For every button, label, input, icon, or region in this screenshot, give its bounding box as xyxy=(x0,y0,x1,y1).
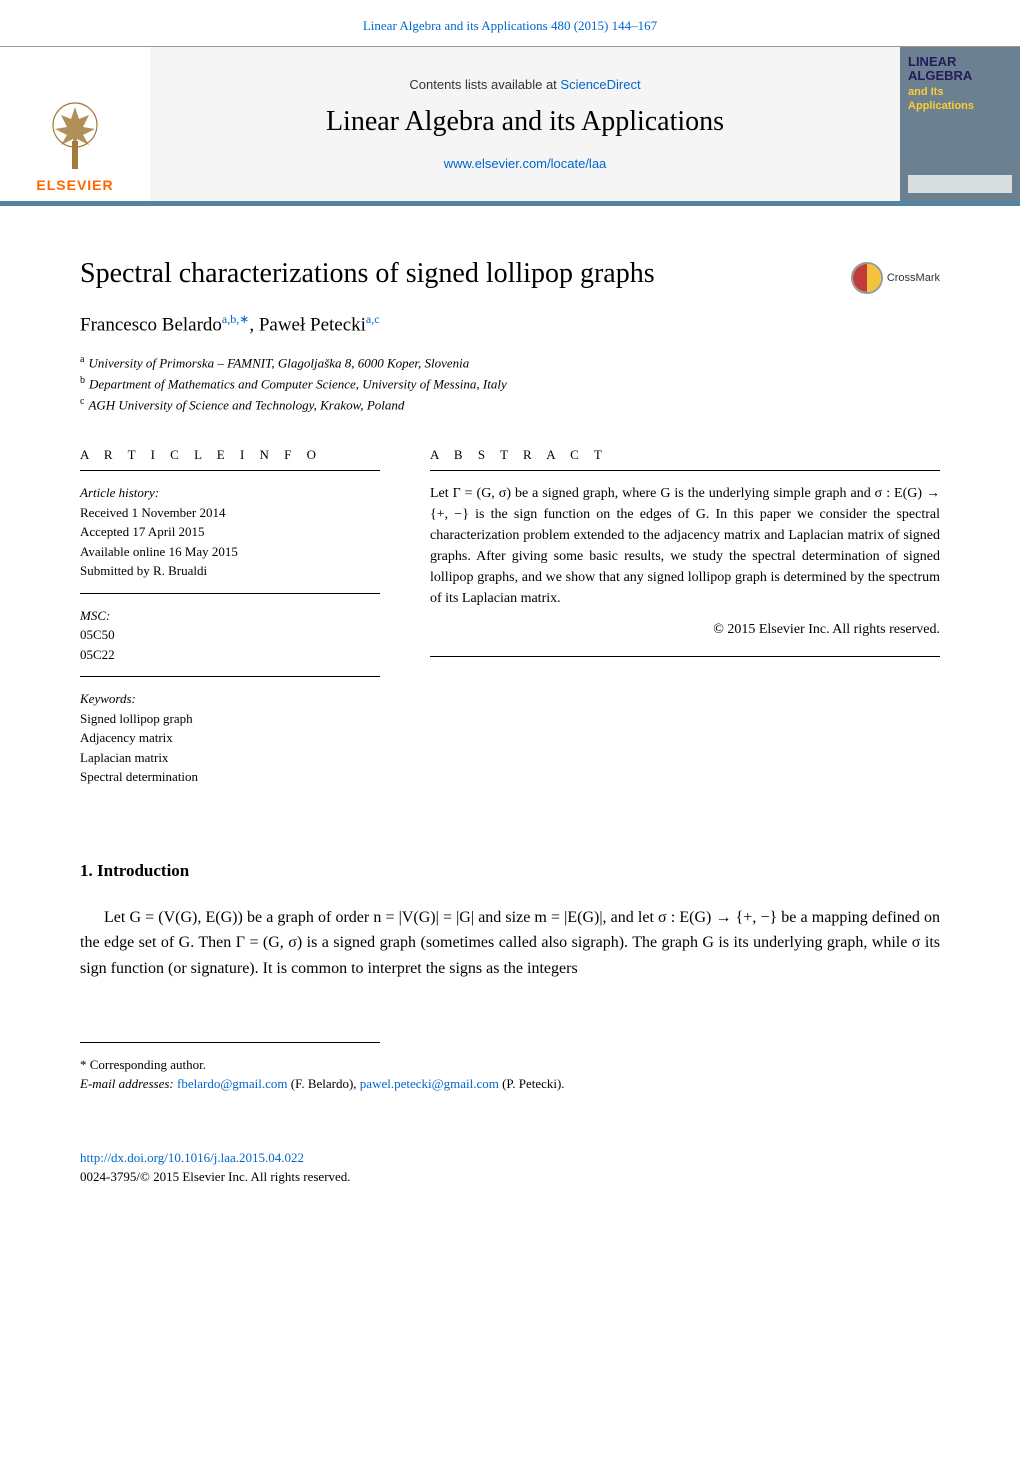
crossmark-label: CrossMark xyxy=(887,272,940,284)
affiliation-c: c AGH University of Science and Technolog… xyxy=(80,394,940,415)
abstract-head: A B S T R A C T xyxy=(430,445,940,472)
abstract-copyright: © 2015 Elsevier Inc. All rights reserved… xyxy=(430,619,940,640)
crossmark-badge[interactable]: CrossMark xyxy=(851,262,940,294)
keyword-2: Adjacency matrix xyxy=(80,728,380,748)
page-footer: http://dx.doi.org/10.1016/j.laa.2015.04.… xyxy=(0,1134,1020,1217)
crossmark-icon xyxy=(851,262,883,294)
journal-banner: ELSEVIER Contents lists available at Sci… xyxy=(0,46,1020,206)
journal-cover-thumbnail: LINEAR ALGEBRA and Its Applications xyxy=(900,47,1020,201)
section-1-para: Let G = (V(G), E(G)) be a graph of order… xyxy=(80,905,940,982)
elsevier-label: ELSEVIER xyxy=(36,177,113,193)
history-accepted: Accepted 17 April 2015 xyxy=(80,522,380,542)
contents-prefix: Contents lists available at xyxy=(409,77,560,92)
abstract-text: Let Γ = (G, σ) be a signed graph, where … xyxy=(430,483,940,609)
abstract-column: A B S T R A C T Let Γ = (G, σ) be a sign… xyxy=(430,445,940,811)
msc-label: MSC: xyxy=(80,606,380,626)
affiliation-b: b Department of Mathematics and Computer … xyxy=(80,373,940,394)
msc-code-2: 05C22 xyxy=(80,645,380,665)
email-1-who: (F. Belardo), xyxy=(288,1076,360,1091)
affil-marker: c xyxy=(80,396,84,407)
article-info-head: A R T I C L E I N F O xyxy=(80,445,380,472)
keywords-label: Keywords: xyxy=(80,689,380,709)
citation-text: Linear Algebra and its Applications 480 … xyxy=(363,18,657,33)
publisher-logo-box: ELSEVIER xyxy=(0,47,150,201)
banner-center: Contents lists available at ScienceDirec… xyxy=(150,47,900,201)
article-history-block: Article history: Received 1 November 201… xyxy=(80,483,380,594)
cover-sub-2: Applications xyxy=(908,100,1012,112)
author-2-affil[interactable]: a,c xyxy=(366,312,380,326)
author-1: Francesco Belardo xyxy=(80,314,222,335)
email-2[interactable]: pawel.petecki@gmail.com xyxy=(360,1076,499,1091)
affil-marker: b xyxy=(80,375,85,386)
abstract-rule xyxy=(430,656,940,657)
footnotes: * Corresponding author. E-mail addresses… xyxy=(80,1055,940,1094)
author-1-affil[interactable]: a,b,∗ xyxy=(222,312,249,326)
affiliations: a University of Primorska – FAMNIT, Glago… xyxy=(80,352,940,414)
affil-marker: a xyxy=(80,354,84,365)
cover-line-1: LINEAR xyxy=(908,55,1012,69)
cover-sub-1: and Its xyxy=(908,86,1012,98)
cover-line-2: ALGEBRA xyxy=(908,69,1012,83)
email-label: E-mail addresses: xyxy=(80,1076,174,1091)
email-2-who: (P. Petecki). xyxy=(499,1076,565,1091)
title-row: Spectral characterizations of signed lol… xyxy=(80,256,940,294)
keyword-4: Spectral determination xyxy=(80,767,380,787)
keyword-1: Signed lollipop graph xyxy=(80,709,380,729)
email-line: E-mail addresses: fbelardo@gmail.com (F.… xyxy=(80,1074,940,1094)
keyword-3: Laplacian matrix xyxy=(80,748,380,768)
affil-text: AGH University of Science and Technology… xyxy=(88,397,404,412)
msc-code-1: 05C50 xyxy=(80,625,380,645)
cover-footer-bar xyxy=(908,175,1012,193)
history-received: Received 1 November 2014 xyxy=(80,503,380,523)
article-info-column: A R T I C L E I N F O Article history: R… xyxy=(80,445,380,811)
doi-link[interactable]: http://dx.doi.org/10.1016/j.laa.2015.04.… xyxy=(80,1150,304,1165)
journal-title: Linear Algebra and its Applications xyxy=(326,106,724,138)
issn-copyright: 0024-3795/© 2015 Elsevier Inc. All right… xyxy=(80,1167,940,1187)
article-content: Spectral characterizations of signed lol… xyxy=(0,206,1020,1134)
contents-available-line: Contents lists available at ScienceDirec… xyxy=(409,77,640,92)
keywords-block: Keywords: Signed lollipop graph Adjacenc… xyxy=(80,689,380,799)
msc-block: MSC: 05C50 05C22 xyxy=(80,606,380,678)
sciencedirect-link[interactable]: ScienceDirect xyxy=(560,77,640,92)
history-online: Available online 16 May 2015 xyxy=(80,542,380,562)
section-1-head: 1. Introduction xyxy=(80,861,940,881)
info-abstract-row: A R T I C L E I N F O Article history: R… xyxy=(80,445,940,811)
elsevier-tree-icon xyxy=(45,101,105,171)
corresponding-author: * Corresponding author. xyxy=(80,1055,940,1075)
email-1[interactable]: fbelardo@gmail.com xyxy=(177,1076,288,1091)
article-title: Spectral characterizations of signed lol… xyxy=(80,256,851,292)
corresponding-rule xyxy=(80,1042,380,1051)
affil-text: Department of Mathematics and Computer S… xyxy=(89,376,507,391)
running-header: Linear Algebra and its Applications 480 … xyxy=(0,0,1020,46)
history-submitted: Submitted by R. Brualdi xyxy=(80,561,380,581)
author-list: Francesco Belardoa,b,∗, Paweł Peteckia,c xyxy=(80,312,940,336)
affil-text: University of Primorska – FAMNIT, Glagol… xyxy=(88,356,469,371)
author-2: , Paweł Petecki xyxy=(249,314,366,335)
affiliation-a: a University of Primorska – FAMNIT, Glago… xyxy=(80,352,940,373)
journal-homepage-link[interactable]: www.elsevier.com/locate/laa xyxy=(444,156,607,171)
history-label: Article history: xyxy=(80,483,380,503)
